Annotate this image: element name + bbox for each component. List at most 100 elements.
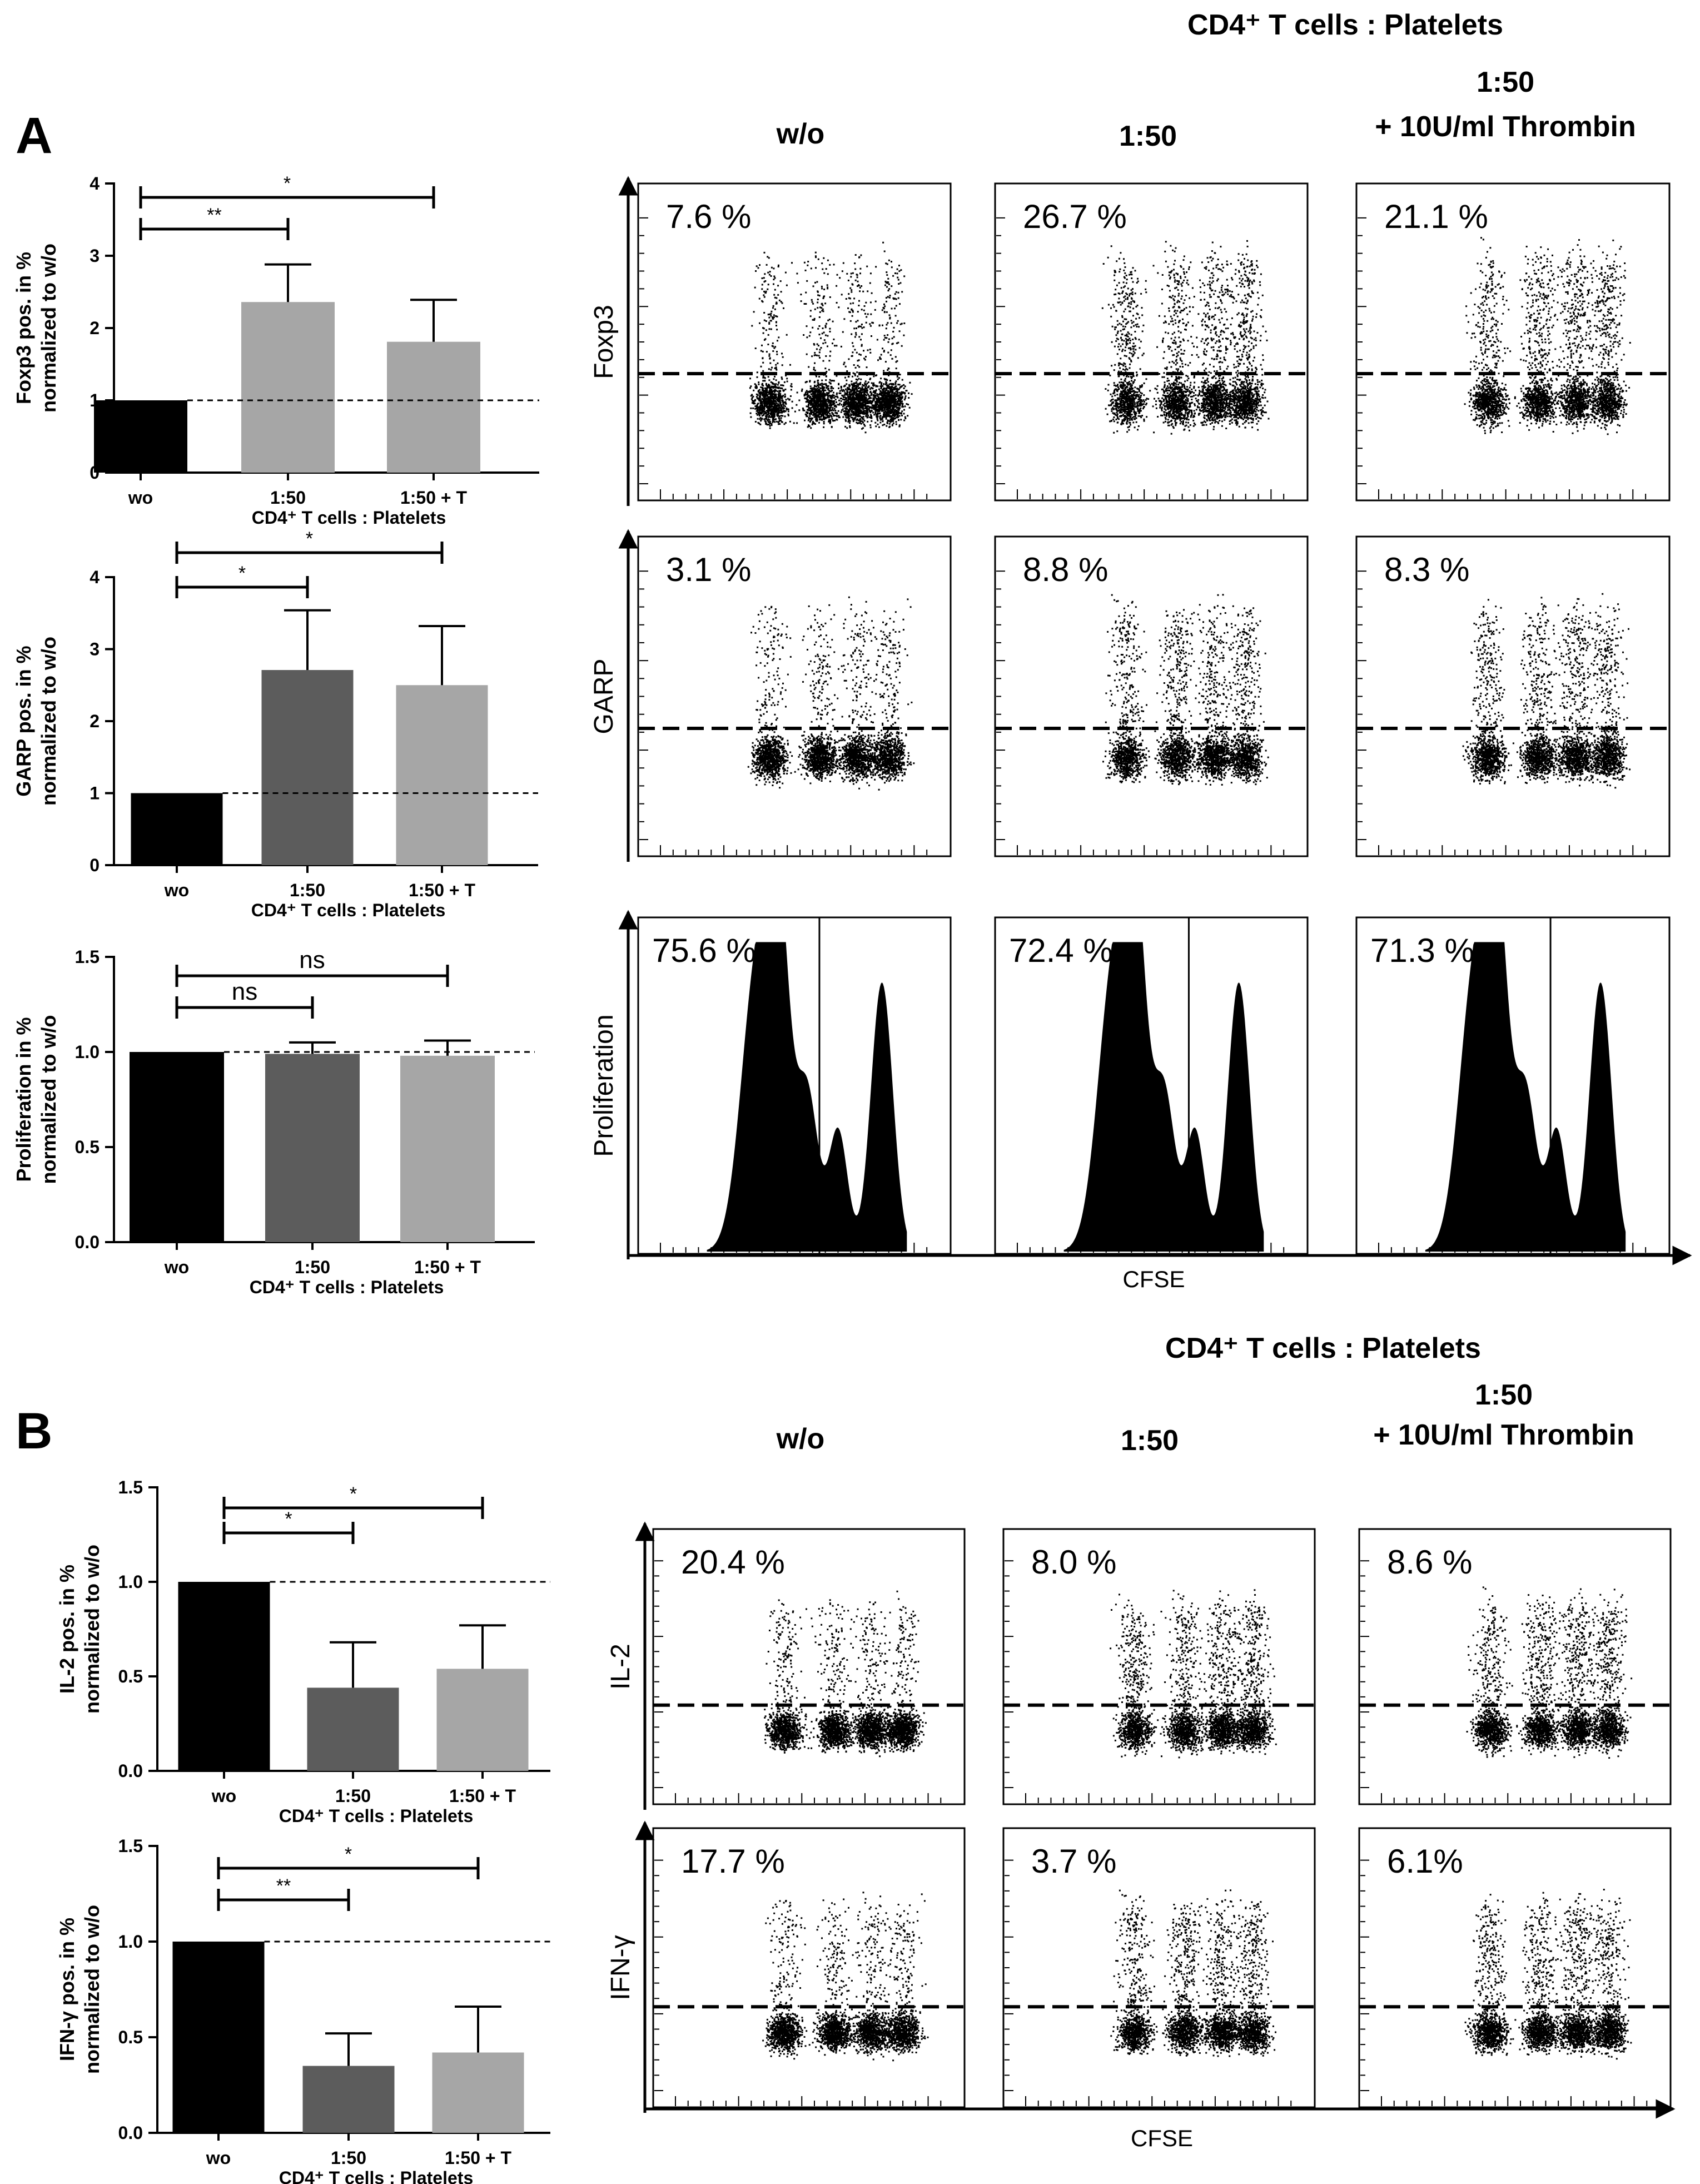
bar (396, 685, 488, 865)
x-tick-label: 1:50 (335, 1786, 371, 1806)
y-tick-label: 0 (90, 855, 100, 875)
gate-percentage: 71.3 % (1370, 932, 1474, 969)
charts-layer: 01234Foxp3 pos. in %normalized to w/owo1… (12, 173, 1692, 2184)
flow-col-thrombin-1: 1:50 (1475, 1379, 1533, 1411)
gate-percentage: 3.7 % (1031, 1843, 1116, 1880)
x-axis-label: CFSE (1122, 1266, 1185, 1292)
event-dots (764, 1590, 927, 1758)
y-tick-label: 1 (90, 783, 100, 803)
x-tick-label: wo (211, 1786, 236, 1806)
significance-label: ** (276, 1875, 291, 1897)
bar (131, 793, 223, 865)
flow-col-thrombin-2: + 10U/ml Thrombin (1373, 1419, 1634, 1451)
y-tick-label: 4 (90, 173, 100, 193)
significance-label: * (350, 1483, 357, 1505)
gate-percentage: 17.7 % (681, 1843, 785, 1880)
x-axis-label: CD4⁺ T cells : Platelets (250, 1277, 444, 1297)
bar (261, 670, 354, 865)
histogram (1425, 942, 1626, 1252)
y-tick-label: 2 (90, 711, 100, 731)
flow-col-wo: w/o (776, 118, 825, 150)
event-dots (1462, 593, 1631, 789)
event-dots (1101, 240, 1270, 435)
x-tick-label: 1:50 + T (449, 1786, 516, 1806)
y-tick-label: 0.0 (118, 1761, 143, 1781)
x-tick-label: 1:50 + T (445, 2148, 512, 2168)
bar (387, 341, 480, 473)
y-axis-label: Proliferation in % (12, 1017, 35, 1182)
bar (432, 2052, 524, 2133)
bar (436, 1669, 529, 1771)
y-tick-label: 1.5 (75, 947, 100, 967)
bar (265, 1054, 360, 1242)
y-axis-label: normalized to w/o (81, 1905, 103, 2074)
plot-frame (1358, 1827, 1672, 2108)
flow-col-thrombin-2: + 10U/ml Thrombin (1375, 111, 1636, 143)
bar (172, 1942, 265, 2133)
marker-label: IFN-γ (606, 1935, 635, 2000)
y-axis-label: normalized to w/o (37, 1015, 60, 1184)
marker-label: Foxp3 (589, 305, 619, 379)
gate-percentage: 3.1 % (666, 551, 751, 588)
plot-frame (637, 535, 952, 857)
y-tick-label: 1.5 (118, 1477, 143, 1497)
event-dots (762, 1892, 929, 2062)
y-tick-label: 1.5 (118, 1836, 143, 1856)
marker-label: Proliferation (589, 1014, 619, 1156)
x-axis-label: CD4⁺ T cells : Platelets (251, 900, 445, 920)
y-tick-label: 0.5 (75, 1137, 100, 1157)
y-tick-label: 0.0 (118, 2123, 143, 2143)
plot-frame (1002, 1528, 1316, 1805)
event-dots (1110, 1589, 1277, 1759)
gate-percentage: 8.8 % (1023, 551, 1108, 588)
bar-chart-il2_bar: 0.0 0.5 1.0 1.5 IL-2 pos. in % normalized to … (56, 1477, 550, 1826)
y-axis-label: normalized to w/o (37, 637, 60, 806)
x-axis-label: CFSE (1131, 2125, 1193, 2151)
gate-percentage: 26.7 % (1023, 198, 1127, 235)
marker-label: IL-2 (606, 1644, 635, 1690)
x-tick-label: wo (164, 880, 189, 900)
flow-header-title: CD4⁺ T cells : Platelets (1187, 9, 1503, 41)
bar-chart-ifng_bar: 0.0 0.5 1.0 1.5 IFN-γ pos. in % normalized to… (56, 1836, 550, 2184)
y-axis-label: IL-2 pos. in % (56, 1565, 78, 1694)
gate-percentage: 72.4 % (1009, 932, 1113, 969)
event-dots (1110, 1889, 1276, 2057)
x-tick-label: wo (128, 488, 153, 508)
bar (307, 1687, 399, 1771)
bar-chart-prolif_bar: 0.0 0.5 1.0 1.5 Proliferation in % normalized… (12, 946, 535, 1297)
gate-percentage: 75.6 % (652, 932, 756, 969)
bar (241, 302, 335, 473)
y-tick-label: 3 (90, 246, 100, 266)
plot-frame (1355, 916, 1671, 1255)
flow-header-a: CD4⁺ T cells : Platelets w/o 1:50 1:50 +… (776, 9, 1636, 152)
x-tick-label: 1:50 + T (414, 1257, 481, 1277)
x-axis-label: CD4⁺ T cells : Platelets (279, 1806, 473, 1826)
x-axis-label: CD4⁺ T cells : Platelets (279, 2168, 473, 2184)
event-dots (749, 241, 913, 434)
x-tick-label: 1:50 (331, 2148, 366, 2168)
x-tick-label: 1:50 (270, 488, 306, 508)
event-dots (1464, 237, 1631, 435)
y-axis-label: GARP pos. in % (12, 646, 35, 796)
flow-header-b: CD4⁺ T cells : Platelets w/o 1:50 1:50 +… (776, 1332, 1634, 1457)
flow-col-wo: w/o (776, 1423, 825, 1455)
plot-frame (994, 535, 1309, 857)
flow-header-title: CD4⁺ T cells : Platelets (1165, 1332, 1481, 1364)
y-tick-label: 0.0 (75, 1232, 100, 1252)
x-axis-label: CD4⁺ T cells : Platelets (252, 508, 446, 528)
x-tick-label: 1:50 + T (409, 880, 476, 900)
gate-percentage: 21.1 % (1384, 198, 1488, 235)
x-tick-label: 1:50 (295, 1257, 330, 1277)
y-axis-label: normalized to w/o (81, 1545, 103, 1714)
bar (130, 1052, 224, 1242)
bar-chart-foxp3_bar: 01234Foxp3 pos. in %normalized to w/owo1… (12, 173, 539, 528)
plot-frame (994, 182, 1309, 502)
gate-percentage: 7.6 % (666, 198, 751, 235)
plot-frame (652, 1827, 966, 2108)
plot-frame (1358, 1528, 1672, 1805)
event-dots (747, 596, 915, 791)
bar (400, 1055, 495, 1242)
x-tick-label: wo (206, 2148, 231, 2168)
y-tick-label: 1.0 (118, 1932, 143, 1952)
